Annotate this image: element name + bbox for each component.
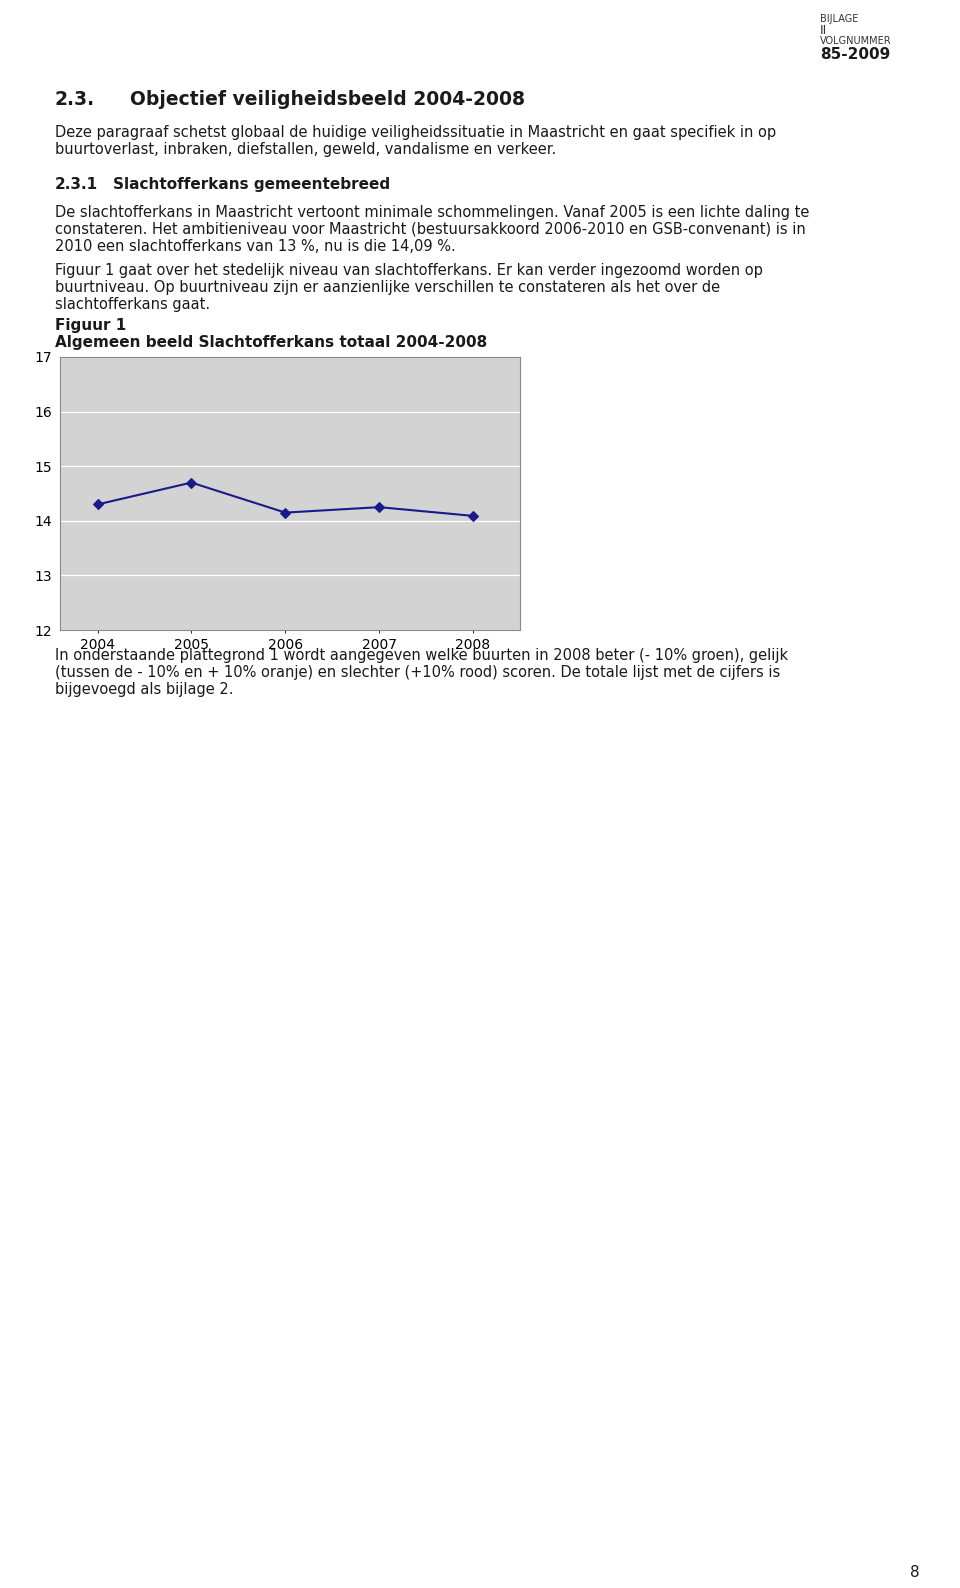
Text: Deze paragraaf schetst globaal de huidige veiligheidssituatie in Maastricht en g: Deze paragraaf schetst globaal de huidig… <box>55 125 776 140</box>
Text: buurtniveau. Op buurtniveau zijn er aanzienlijke verschillen te constateren als : buurtniveau. Op buurtniveau zijn er aanz… <box>55 279 720 295</box>
Text: Objectief veiligheidsbeeld 2004-2008: Objectief veiligheidsbeeld 2004-2008 <box>130 91 525 110</box>
Text: II: II <box>820 24 828 37</box>
Text: BIJLAGE: BIJLAGE <box>820 14 858 24</box>
Text: Algemeen beeld Slachtofferkans totaal 2004-2008: Algemeen beeld Slachtofferkans totaal 20… <box>55 335 488 349</box>
Text: 8: 8 <box>910 1566 920 1580</box>
Text: buurtoverlast, inbraken, diefstallen, geweld, vandalisme en verkeer.: buurtoverlast, inbraken, diefstallen, ge… <box>55 141 556 157</box>
Text: constateren. Het ambitieniveau voor Maastricht (bestuursakkoord 2006-2010 en GSB: constateren. Het ambitieniveau voor Maas… <box>55 222 805 237</box>
Text: De slachtofferkans in Maastricht vertoont minimale schommelingen. Vanaf 2005 is : De slachtofferkans in Maastricht vertoon… <box>55 205 809 221</box>
Text: 2.3.1: 2.3.1 <box>55 176 98 192</box>
Text: Slachtofferkans gemeentebreed: Slachtofferkans gemeentebreed <box>113 176 390 192</box>
Text: 2.3.: 2.3. <box>55 91 95 110</box>
Text: VOLGNUMMER: VOLGNUMMER <box>820 37 892 46</box>
Text: slachtofferkans gaat.: slachtofferkans gaat. <box>55 297 210 311</box>
Text: In onderstaande plattegrond 1 wordt aangegeven welke buurten in 2008 beter (- 10: In onderstaande plattegrond 1 wordt aang… <box>55 648 788 664</box>
Text: Figuur 1: Figuur 1 <box>55 318 127 333</box>
Text: (tussen de - 10% en + 10% oranje) en slechter (+10% rood) scoren. De totale lijs: (tussen de - 10% en + 10% oranje) en sle… <box>55 665 780 680</box>
Text: 2010 een slachtofferkans van 13 %, nu is die 14,09 %.: 2010 een slachtofferkans van 13 %, nu is… <box>55 240 456 254</box>
Text: 85-2009: 85-2009 <box>820 48 890 62</box>
Text: Figuur 1 gaat over het stedelijk niveau van slachtofferkans. Er kan verder ingez: Figuur 1 gaat over het stedelijk niveau … <box>55 264 763 278</box>
Text: bijgevoegd als bijlage 2.: bijgevoegd als bijlage 2. <box>55 681 233 697</box>
